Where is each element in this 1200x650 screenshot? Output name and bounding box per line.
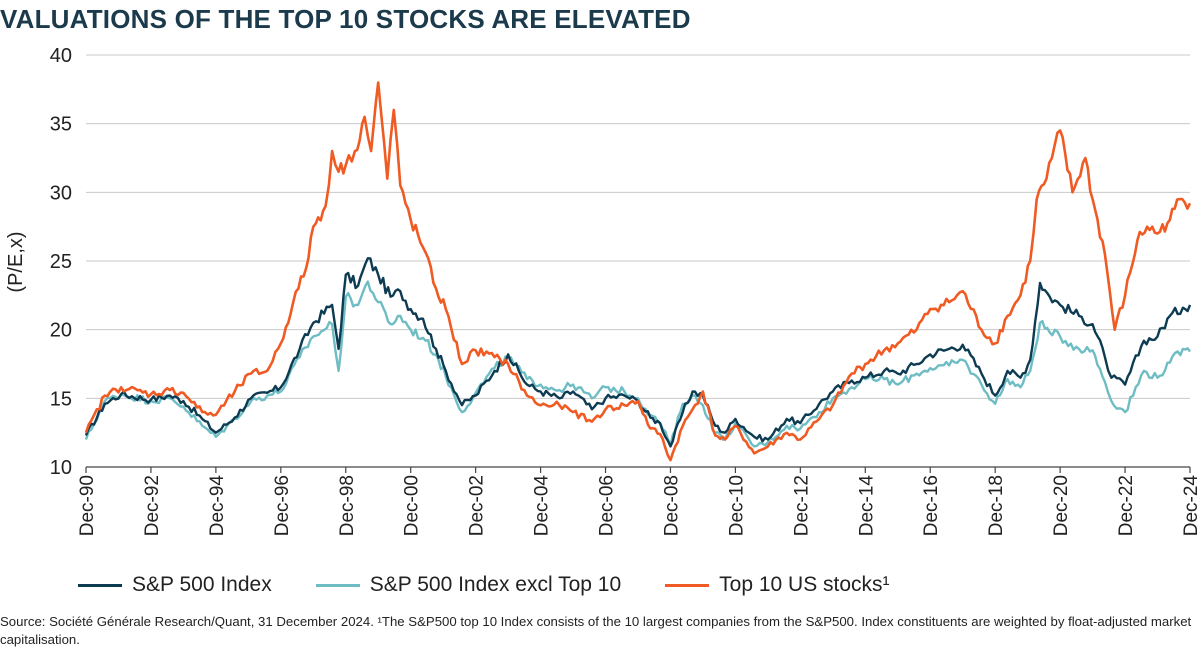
x-tick-label: Dec-02 [467, 475, 488, 536]
x-tick-label: Dec-94 [207, 475, 228, 537]
x-tick-label: Dec-14 [856, 475, 877, 537]
y-tick-label: 20 [50, 320, 72, 342]
series-lines [84, 81, 1192, 462]
x-tick-label: Dec-24 [1181, 475, 1200, 537]
y-tick-label: 40 [50, 45, 72, 67]
x-tick-label: Dec-12 [791, 475, 812, 536]
x-tick-label: Dec-20 [1051, 475, 1072, 536]
series-line-sp500-excl-top10 [84, 280, 1191, 448]
series-line-top10 [84, 81, 1192, 462]
gridlines [86, 54, 1190, 399]
x-tick-label: Dec-96 [272, 475, 293, 536]
x-axis-ticks: Dec-90 Dec-92 Dec-94 Dec-96 Dec-98 Dec-00 Dec-… [77, 467, 1200, 536]
x-tick-label: Dec-06 [597, 475, 618, 536]
y-axis-tick-labels: 10 15 20 25 30 35 40 [50, 45, 72, 479]
legend-item-sp500: S&P 500 Index [78, 573, 272, 597]
x-tick-label: Dec-18 [986, 475, 1007, 536]
legend-swatch-sp500-excl-top10 [315, 583, 360, 587]
legend-label-top10: Top 10 US stocks¹ [719, 573, 890, 596]
x-tick-label: Dec-04 [532, 475, 553, 537]
x-tick-label: Dec-92 [142, 475, 163, 536]
x-tick-label: Dec-00 [402, 475, 423, 536]
x-tick-label: Dec-98 [337, 475, 358, 536]
y-tick-label: 35 [50, 114, 72, 136]
legend: S&P 500 Index S&P 500 Index excl Top 10 … [78, 571, 934, 599]
y-tick-label: 10 [50, 457, 72, 479]
y-tick-label: 15 [50, 388, 72, 410]
y-axis-label: (P/E,x) [5, 231, 27, 292]
legend-item-top10: Top 10 US stocks¹ [665, 573, 890, 597]
legend-swatch-sp500 [78, 583, 122, 587]
legend-item-sp500-excl-top10: S&P 500 Index excl Top 10 [315, 573, 622, 597]
x-tick-label: Dec-22 [1116, 475, 1137, 536]
legend-swatch-top10 [665, 583, 710, 587]
source-note: Source: Société Générale Research/Quant,… [0, 614, 1192, 647]
x-tick-label: Dec-16 [921, 475, 942, 536]
chart-title: VALUATIONS OF THE TOP 10 STOCKS ARE ELEV… [0, 4, 691, 34]
x-tick-label: Dec-10 [726, 475, 747, 536]
y-tick-label: 25 [50, 251, 72, 273]
x-tick-label: Dec-90 [77, 475, 98, 536]
x-tick-label: Dec-08 [661, 475, 682, 536]
y-tick-label: 30 [50, 182, 72, 204]
legend-label-sp500-excl-top10: S&P 500 Index excl Top 10 [369, 573, 622, 596]
legend-label-sp500: S&P 500 Index [132, 573, 272, 596]
series-line-sp500 [84, 257, 1192, 448]
